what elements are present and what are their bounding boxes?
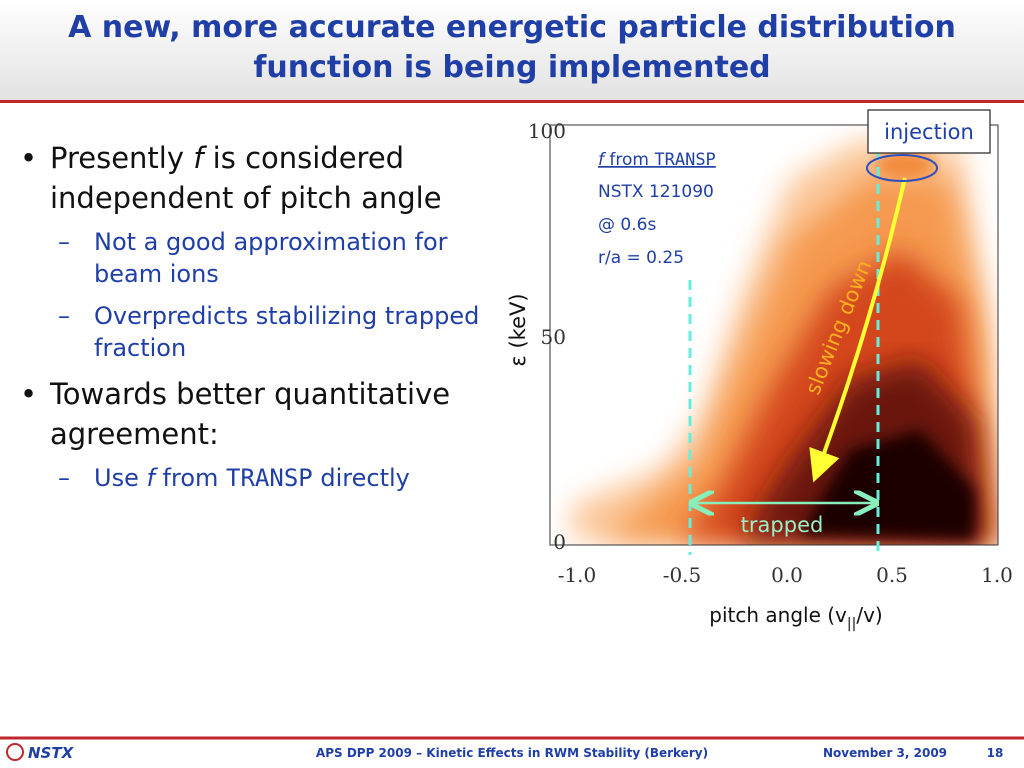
text-run: Towards better quantitative agreement: [50, 377, 451, 451]
bullet: Presently f is considered independent of… [18, 138, 498, 218]
text-run: Overpredicts stabilizing trapped fractio… [94, 302, 480, 362]
title-bar: A new, more accurate energetic particle … [0, 0, 1024, 103]
footer-page: 18 [987, 746, 1004, 760]
text-run: f [193, 141, 204, 175]
x-axis-label: pitch angle (v||/v) [709, 603, 882, 632]
heatmap [572, 140, 998, 545]
from: from [604, 150, 654, 170]
title: A new, more accurate energetic particle … [68, 10, 956, 45]
x-tick-label: 1.0 [981, 563, 1013, 587]
source-label: f from TRANSP [598, 150, 716, 170]
run-info: r/a = 0.25 [598, 248, 684, 268]
sub-bullet: Not a good approximation for beam ions [18, 226, 498, 290]
slowing-arrow [809, 177, 907, 483]
f: f [598, 150, 607, 170]
text-run: Presently [50, 141, 194, 175]
title: function is being implemented [253, 50, 771, 85]
text-run: Use [94, 464, 147, 492]
bullet: Towards better quantitative agreement: [18, 374, 498, 454]
xl: /v) [856, 603, 882, 627]
sub-bullet: Use f from TRANSP directly [18, 462, 498, 494]
y-tick-label: 0 [553, 530, 566, 554]
sub-bullet: Overpredicts stabilizing trapped fractio… [18, 300, 498, 364]
xl-sub: || [847, 616, 856, 632]
logo-mark [6, 743, 24, 761]
footer-date: November 3, 2009 [823, 746, 947, 760]
y-tick-label: 50 [541, 325, 566, 349]
injection-ellipse [866, 154, 938, 182]
x-tick-label: 0.0 [771, 563, 803, 587]
bullets: Presently f is considered independent of… [18, 138, 498, 504]
logo: NSTX [28, 744, 75, 762]
text-run: f [146, 464, 155, 492]
trapped-label: trapped [741, 513, 824, 537]
transp: TRANSP [654, 150, 715, 170]
x-tick-label: -0.5 [663, 563, 702, 587]
axes-frame [549, 124, 999, 546]
text-run: directly [312, 464, 410, 492]
xl: pitch angle (v [709, 603, 847, 627]
x-tick-label: -1.0 [558, 563, 597, 587]
text-run: Not a good approximation for beam ions [94, 228, 448, 288]
x-tick-label: 0.5 [876, 563, 908, 587]
text-run: from [154, 464, 227, 492]
footer-talk: APS DPP 2009 – Kinetic Effects in RWM St… [316, 746, 708, 760]
run-info: NSTX 121090 [598, 182, 714, 202]
injection-label: injection [884, 120, 974, 144]
run-info: @ 0.6s [598, 215, 656, 235]
y-tick-label: 100 [528, 119, 566, 143]
text-run: is considered independent of pitch angle [50, 141, 442, 215]
text-run: TRANSP [226, 464, 313, 492]
y-axis-label: ε (keV) [506, 293, 530, 366]
injection-box [867, 109, 991, 154]
